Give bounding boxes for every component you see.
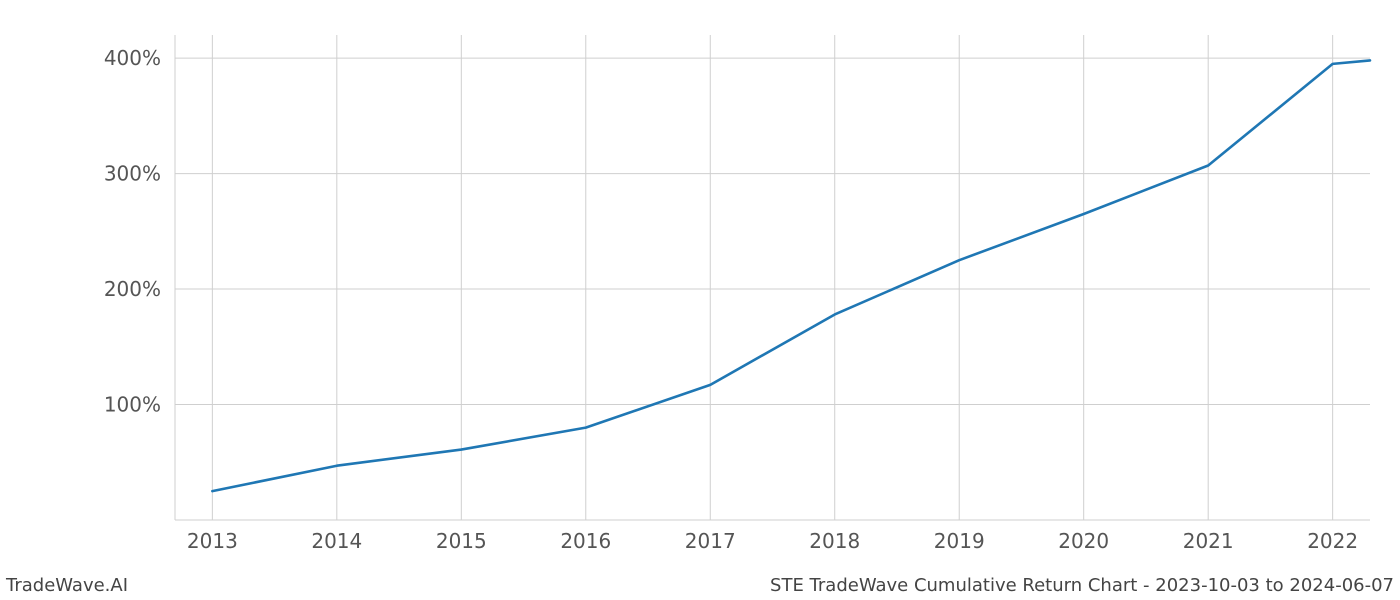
y-tick-label: 400% (104, 46, 161, 70)
y-tick-label: 300% (104, 162, 161, 186)
x-tick-label: 2019 (934, 529, 985, 553)
x-tick-label: 2018 (809, 529, 860, 553)
footer-left-text: TradeWave.AI (6, 575, 128, 596)
x-tick-label: 2015 (436, 529, 487, 553)
y-tick-label: 200% (104, 277, 161, 301)
x-tick-label: 2016 (560, 529, 611, 553)
x-tick-label: 2021 (1183, 529, 1234, 553)
line-chart: 2013 2014 2015 2016 2017 2018 2019 2020 2021 2022… (0, 0, 1400, 600)
x-tick-label: 2020 (1058, 529, 1109, 553)
y-tick-label: 100% (104, 393, 161, 417)
x-tick-label: 2022 (1307, 529, 1358, 553)
chart-container: 2013 2014 2015 2016 2017 2018 2019 2020 2021 2022… (0, 0, 1400, 600)
x-tick-label: 2013 (187, 529, 238, 553)
x-tick-label: 2017 (685, 529, 736, 553)
footer-right-text: STE TradeWave Cumulative Return Chart - … (770, 575, 1394, 596)
x-tick-label: 2014 (311, 529, 362, 553)
